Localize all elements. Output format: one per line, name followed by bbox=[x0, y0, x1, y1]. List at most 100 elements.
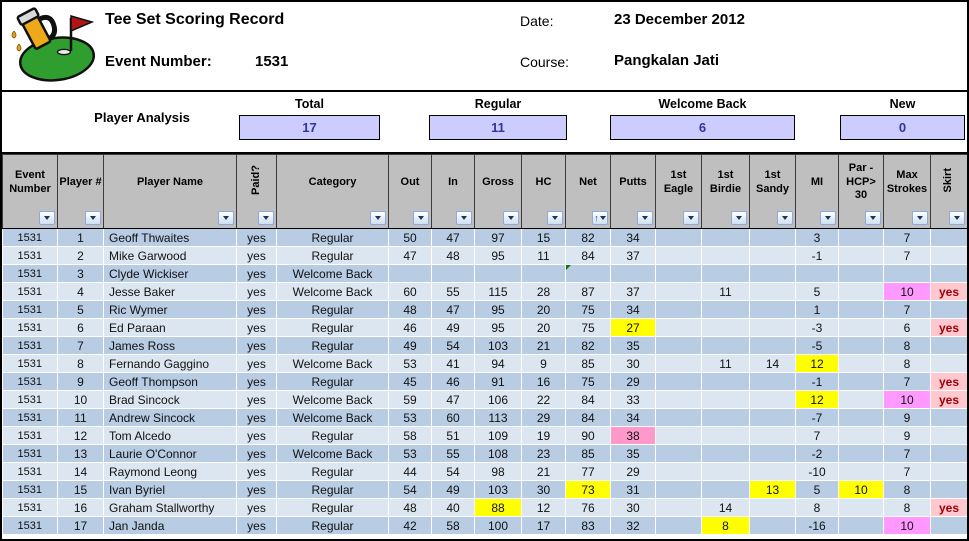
cell-event_number[interactable]: 1531 bbox=[2, 282, 58, 301]
cell-first_sandy[interactable] bbox=[749, 264, 796, 283]
cell-category[interactable]: Welcome Back bbox=[276, 390, 389, 409]
cell-first_sandy[interactable]: 13 bbox=[749, 480, 796, 499]
cell-player_num[interactable]: 12 bbox=[57, 426, 104, 445]
cell-net[interactable]: 84 bbox=[565, 408, 611, 427]
cell-paid[interactable]: yes bbox=[236, 264, 277, 283]
cell-first_eagle[interactable] bbox=[655, 462, 702, 481]
cell-in[interactable]: 49 bbox=[431, 480, 475, 499]
cell-par_hcp_30[interactable] bbox=[838, 516, 884, 535]
cell-skirt[interactable] bbox=[930, 516, 967, 535]
cell-mi[interactable]: 12 bbox=[795, 390, 839, 409]
filter-button[interactable] bbox=[547, 211, 563, 225]
cell-player_num[interactable]: 8 bbox=[57, 354, 104, 373]
cell-par_hcp_30[interactable] bbox=[838, 390, 884, 409]
cell-first_sandy[interactable] bbox=[749, 228, 796, 247]
cell-first_sandy[interactable] bbox=[749, 390, 796, 409]
cell-net[interactable]: 90 bbox=[565, 426, 611, 445]
cell-out[interactable]: 54 bbox=[388, 480, 432, 499]
cell-hc[interactable] bbox=[521, 264, 566, 283]
cell-hc[interactable]: 28 bbox=[521, 282, 566, 301]
cell-skirt[interactable] bbox=[930, 462, 967, 481]
cell-event_number[interactable]: 1531 bbox=[2, 228, 58, 247]
cell-putts[interactable]: 31 bbox=[610, 480, 656, 499]
cell-in[interactable]: 47 bbox=[431, 390, 475, 409]
cell-player_name[interactable]: Ivan Byriel bbox=[103, 480, 237, 499]
cell-skirt[interactable] bbox=[930, 408, 967, 427]
cell-paid[interactable]: yes bbox=[236, 354, 277, 373]
cell-max_strokes[interactable]: 8 bbox=[883, 498, 931, 517]
cell-out[interactable]: 53 bbox=[388, 354, 432, 373]
cell-player_name[interactable]: Ric Wymer bbox=[103, 300, 237, 319]
cell-player_name[interactable]: Brad Sincock bbox=[103, 390, 237, 409]
cell-mi[interactable]: -1 bbox=[795, 246, 839, 265]
cell-mi[interactable] bbox=[795, 264, 839, 283]
cell-net[interactable]: 84 bbox=[565, 246, 611, 265]
cell-net[interactable]: 82 bbox=[565, 228, 611, 247]
cell-net[interactable]: 77 bbox=[565, 462, 611, 481]
cell-putts[interactable]: 34 bbox=[610, 228, 656, 247]
filter-button[interactable] bbox=[370, 211, 386, 225]
cell-player_name[interactable]: Laurie O'Connor bbox=[103, 444, 237, 463]
cell-event_number[interactable]: 1531 bbox=[2, 462, 58, 481]
cell-event_number[interactable]: 1531 bbox=[2, 300, 58, 319]
cell-out[interactable]: 45 bbox=[388, 372, 432, 391]
cell-skirt[interactable] bbox=[930, 246, 967, 265]
cell-paid[interactable]: yes bbox=[236, 498, 277, 517]
cell-in[interactable]: 41 bbox=[431, 354, 475, 373]
cell-category[interactable]: Regular bbox=[276, 336, 389, 355]
cell-net[interactable]: 75 bbox=[565, 300, 611, 319]
cell-event_number[interactable]: 1531 bbox=[2, 516, 58, 535]
cell-net[interactable]: 84 bbox=[565, 390, 611, 409]
cell-first_sandy[interactable] bbox=[749, 516, 796, 535]
cell-net[interactable]: 73 bbox=[565, 480, 611, 499]
cell-max_strokes[interactable]: 7 bbox=[883, 462, 931, 481]
cell-first_birdie[interactable] bbox=[701, 426, 750, 445]
cell-first_sandy[interactable] bbox=[749, 444, 796, 463]
cell-in[interactable]: 40 bbox=[431, 498, 475, 517]
filter-button[interactable] bbox=[39, 211, 55, 225]
cell-hc[interactable]: 9 bbox=[521, 354, 566, 373]
cell-hc[interactable]: 23 bbox=[521, 444, 566, 463]
cell-putts[interactable]: 38 bbox=[610, 426, 656, 445]
cell-max_strokes[interactable]: 10 bbox=[883, 390, 931, 409]
cell-max_strokes[interactable]: 8 bbox=[883, 354, 931, 373]
cell-par_hcp_30[interactable] bbox=[838, 408, 884, 427]
cell-event_number[interactable]: 1531 bbox=[2, 390, 58, 409]
cell-player_num[interactable]: 15 bbox=[57, 480, 104, 499]
cell-out[interactable] bbox=[388, 264, 432, 283]
cell-first_birdie[interactable] bbox=[701, 318, 750, 337]
cell-first_eagle[interactable] bbox=[655, 336, 702, 355]
filter-button[interactable] bbox=[258, 211, 274, 225]
cell-first_eagle[interactable] bbox=[655, 516, 702, 535]
cell-first_birdie[interactable] bbox=[701, 336, 750, 355]
filter-button[interactable] bbox=[218, 211, 234, 225]
cell-out[interactable]: 48 bbox=[388, 498, 432, 517]
cell-player_name[interactable]: Clyde Wickiser bbox=[103, 264, 237, 283]
cell-first_birdie[interactable] bbox=[701, 480, 750, 499]
cell-hc[interactable]: 22 bbox=[521, 390, 566, 409]
filter-button[interactable] bbox=[503, 211, 519, 225]
cell-category[interactable]: Welcome Back bbox=[276, 264, 389, 283]
cell-hc[interactable]: 29 bbox=[521, 408, 566, 427]
cell-in[interactable]: 49 bbox=[431, 318, 475, 337]
filter-sort-button[interactable]: ↑ bbox=[592, 211, 608, 225]
cell-skirt[interactable] bbox=[930, 480, 967, 499]
cell-first_sandy[interactable] bbox=[749, 282, 796, 301]
cell-first_eagle[interactable] bbox=[655, 390, 702, 409]
cell-mi[interactable]: -5 bbox=[795, 336, 839, 355]
cell-skirt[interactable] bbox=[930, 426, 967, 445]
cell-out[interactable]: 60 bbox=[388, 282, 432, 301]
cell-hc[interactable]: 30 bbox=[521, 480, 566, 499]
filter-button[interactable] bbox=[413, 211, 429, 225]
cell-hc[interactable]: 16 bbox=[521, 372, 566, 391]
cell-mi[interactable]: -16 bbox=[795, 516, 839, 535]
cell-first_eagle[interactable] bbox=[655, 246, 702, 265]
cell-net[interactable]: 75 bbox=[565, 372, 611, 391]
cell-par_hcp_30[interactable] bbox=[838, 300, 884, 319]
cell-max_strokes[interactable]: 7 bbox=[883, 372, 931, 391]
cell-category[interactable]: Regular bbox=[276, 516, 389, 535]
cell-out[interactable]: 42 bbox=[388, 516, 432, 535]
cell-category[interactable]: Welcome Back bbox=[276, 354, 389, 373]
cell-first_birdie[interactable] bbox=[701, 264, 750, 283]
stat-total-value[interactable]: 17 bbox=[239, 115, 380, 140]
